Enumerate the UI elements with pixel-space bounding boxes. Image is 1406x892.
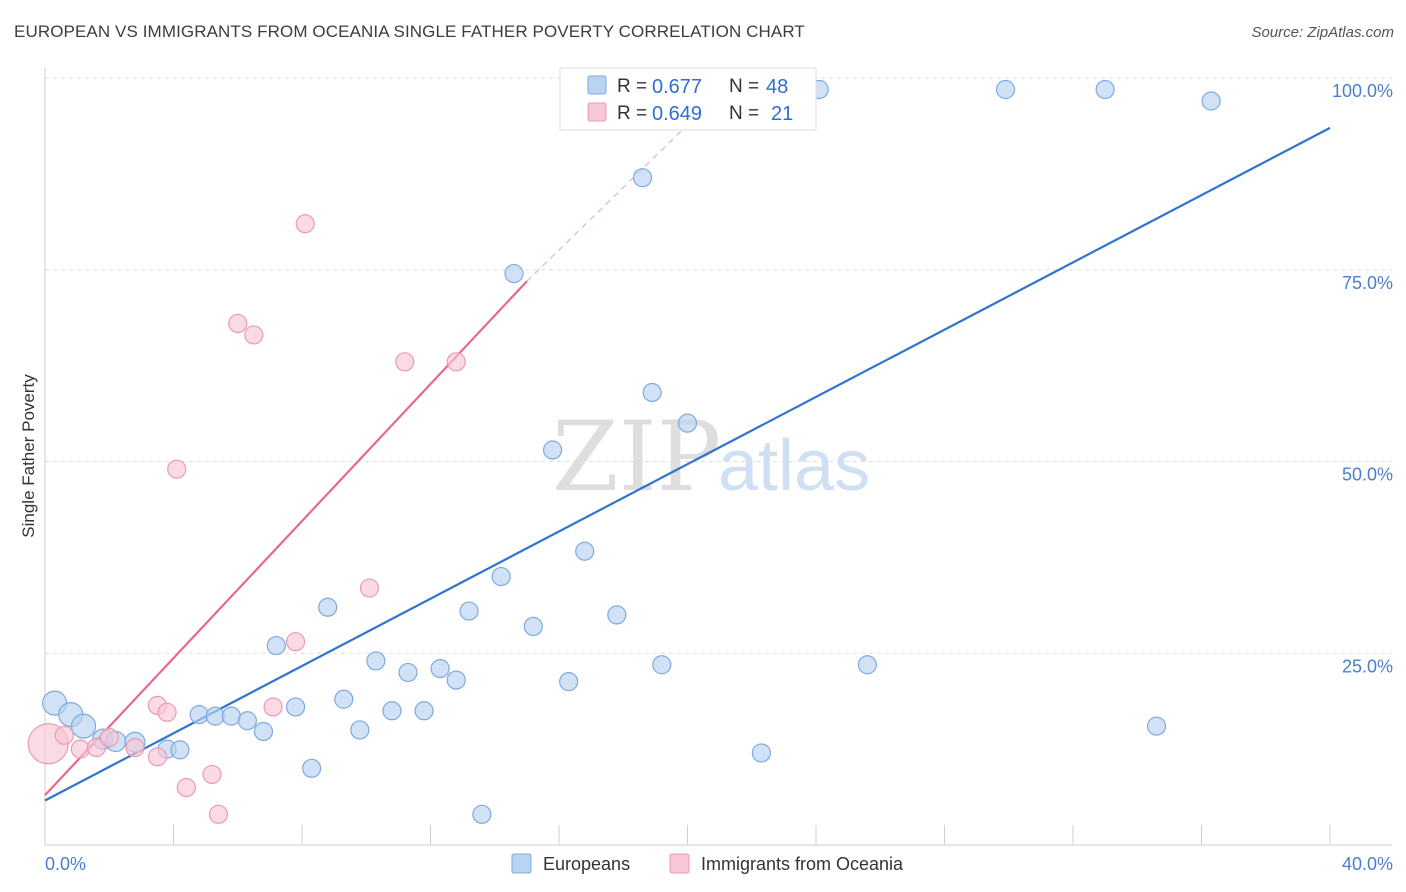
europeans-point [559, 672, 579, 692]
source-label: Source: ZipAtlas.com [1251, 24, 1394, 41]
europeans-point [995, 79, 1016, 100]
grid-layer [45, 77, 1392, 654]
legend-r-value-1: 0.677 [652, 76, 702, 98]
europeans-point [430, 658, 450, 679]
europeans-point [751, 743, 771, 763]
watermark-zip: ZIP [552, 401, 721, 513]
europeans-point [504, 263, 524, 284]
oceania-point [202, 764, 222, 785]
europeans-point [350, 720, 370, 740]
oceania-point [167, 459, 187, 479]
watermark-atlas: atlas [718, 426, 870, 506]
europeans-point [632, 168, 653, 188]
europeans-point [334, 689, 354, 709]
europeans-point [459, 601, 479, 621]
europeans-point [266, 635, 286, 656]
oceania-point [295, 214, 315, 234]
oceania-point [176, 777, 196, 798]
oceania-point [359, 578, 380, 598]
oceania-point [54, 725, 74, 745]
europeans-point [523, 616, 543, 637]
watermark: ZIP atlas [552, 401, 870, 513]
europeans-point [253, 721, 274, 742]
oceania-point [208, 804, 229, 824]
europeans-point [1201, 91, 1221, 111]
legend-swatch-oceania [587, 102, 607, 122]
europeans-point [70, 713, 97, 739]
legend-swatch-europeans [587, 75, 607, 95]
bottom-legend-swatch-oceania [669, 853, 690, 874]
bottom-legend-oceania: Immigrants from Oceania [701, 854, 904, 874]
europeans-point [1095, 79, 1115, 100]
x-tick-label-max: 40.0% [1342, 854, 1393, 874]
y-tick-label: 50.0% [1342, 465, 1393, 485]
europeans-point [205, 706, 225, 726]
europeans-point [398, 662, 418, 683]
europeans-point [607, 605, 627, 625]
europeans-point [1146, 716, 1167, 736]
europeans-point [857, 655, 878, 675]
legend-n-value-1: 48 [766, 76, 788, 98]
oceania-point [395, 352, 415, 372]
y-tick-label: 75.0% [1342, 273, 1393, 293]
oceania-point [263, 697, 283, 717]
y-tick-label: 25.0% [1342, 656, 1393, 676]
oceania-point [228, 313, 248, 334]
oceania-point [86, 737, 107, 758]
stats-legend: R = 0.677 N = 48 R = 0.649 N = 21 [559, 67, 817, 131]
europeans-point [237, 711, 257, 731]
legend-n-value-2: 21 [771, 103, 793, 125]
europeans-point [221, 706, 241, 726]
oceania-point [244, 325, 264, 345]
y-axis-label: Single Father Poverty [19, 374, 38, 538]
legend-n-label-1: N = [729, 76, 759, 97]
europeans-point [189, 705, 209, 725]
europeans-point [285, 697, 306, 717]
europeans-point [366, 651, 386, 671]
legend-r-label-1: R = [617, 76, 647, 97]
legend-r-value-2: 0.649 [652, 103, 702, 125]
europeans-point [542, 440, 563, 460]
europeans-point [677, 413, 698, 433]
series-legend: Europeans Immigrants from Oceania [511, 853, 904, 874]
europeans-point [652, 655, 672, 675]
axes-layer: 25.0% 50.0% 75.0% 100.0% 0.0% 40.0% [44, 68, 1393, 874]
europeans-point [382, 701, 402, 721]
europeans-point [318, 597, 338, 617]
legend-r-label-2: R = [617, 103, 647, 124]
x-tick-label-min: 0.0% [45, 854, 86, 874]
europeans-point [446, 670, 466, 690]
oceania-point [147, 747, 168, 767]
oceania-point [446, 352, 466, 372]
legend-n-label-2: N = [729, 103, 759, 124]
oceania-point [285, 632, 306, 652]
europeans-point [472, 804, 492, 824]
europeans-point [575, 541, 595, 561]
europeans-point [302, 758, 322, 778]
oceania-point [125, 737, 145, 758]
oceania-point [99, 728, 119, 748]
oceania-point [157, 702, 177, 722]
europeans-point [491, 566, 511, 587]
bottom-legend-europeans: Europeans [543, 854, 630, 874]
y-tick-label: 100.0% [1332, 81, 1393, 101]
oceania-point [70, 739, 90, 759]
bottom-legend-swatch-europeans [511, 853, 532, 874]
oceania-trend-line [44, 280, 528, 796]
europeans-trend-line [44, 126, 1331, 802]
europeans-point [414, 701, 434, 721]
europeans-point [170, 740, 190, 760]
chart-title: EUROPEAN VS IMMIGRANTS FROM OCEANIA SING… [14, 22, 805, 41]
europeans-point [642, 382, 662, 403]
